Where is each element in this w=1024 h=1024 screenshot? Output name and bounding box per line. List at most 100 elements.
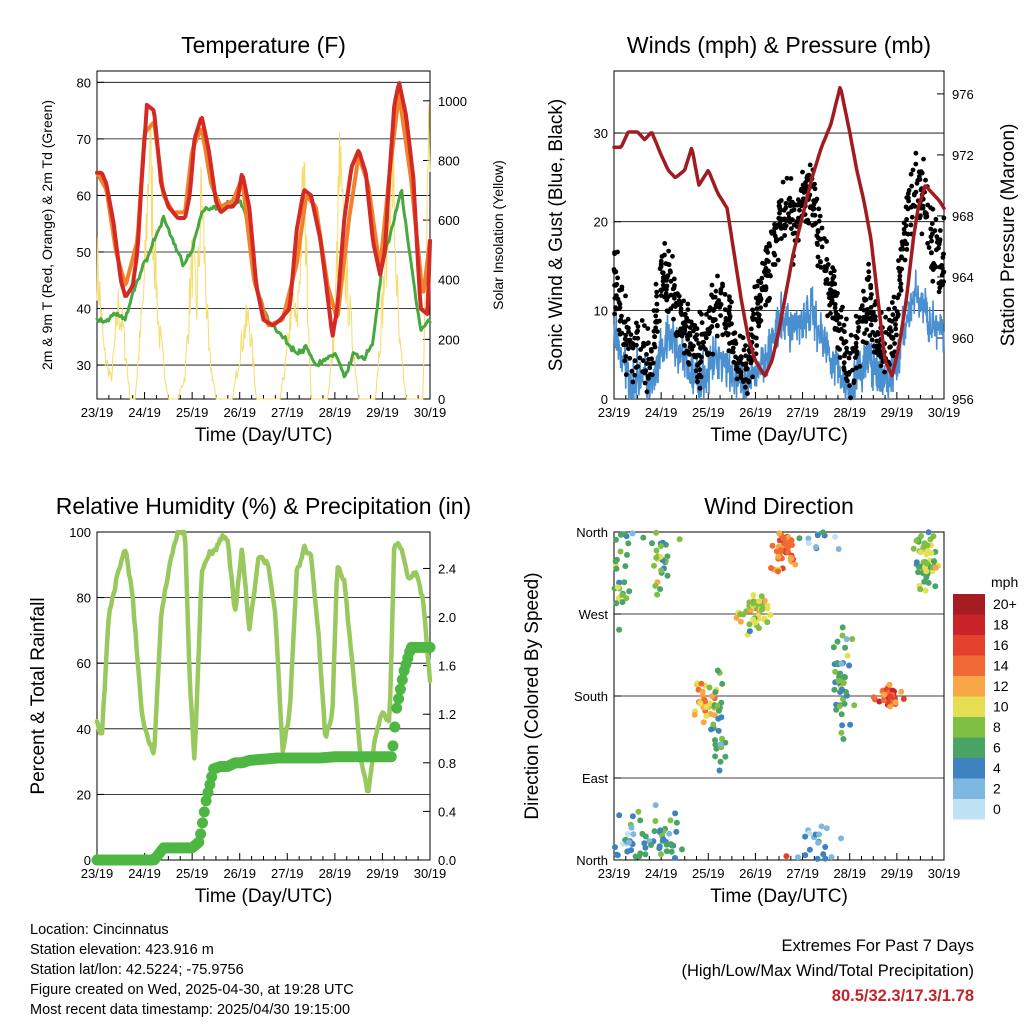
- gust-point: [790, 231, 796, 237]
- gust-point: [824, 257, 830, 262]
- direction-point: [843, 636, 850, 643]
- gust-point: [866, 269, 872, 275]
- gust-point: [898, 246, 904, 252]
- y2-tick-label: 600: [438, 213, 460, 228]
- gust-point: [895, 295, 900, 301]
- humidity-line: [94, 529, 433, 794]
- gust-point: [891, 294, 897, 300]
- direction-point: [832, 668, 839, 675]
- gust-point: [644, 361, 650, 366]
- direction-point: [624, 848, 631, 855]
- gust-point: [853, 333, 858, 339]
- gust-point: [666, 248, 671, 254]
- gust-point: [836, 321, 842, 327]
- gust-point: [905, 191, 911, 197]
- direction-point: [624, 551, 630, 558]
- direction-point: [806, 830, 813, 837]
- gust-point: [722, 307, 728, 312]
- gust-point: [631, 342, 637, 348]
- gust-point: [724, 322, 729, 328]
- gust-point: [699, 320, 705, 326]
- gust-point: [635, 324, 641, 329]
- gust-point: [868, 295, 873, 301]
- direction-point: [708, 726, 715, 733]
- direction-point: [835, 677, 842, 684]
- gust-point: [784, 175, 790, 181]
- gust-point: [640, 369, 645, 375]
- direction-point: [656, 843, 663, 850]
- gust-point: [710, 351, 716, 357]
- direction-point: [831, 686, 838, 693]
- gust-point: [870, 329, 876, 335]
- gust-point: [740, 379, 746, 384]
- gust-point: [746, 379, 752, 385]
- direction-point: [830, 644, 837, 651]
- direction-point: [769, 542, 776, 549]
- chart-title: Relative Humidity (%) & Precipitation (i…: [56, 493, 471, 519]
- direction-point: [780, 535, 787, 542]
- x-tick-label: 27/19: [786, 405, 819, 420]
- direction-point: [613, 565, 620, 572]
- gust-point: [868, 285, 874, 291]
- gust-point: [853, 340, 859, 346]
- direction-point: [613, 536, 619, 543]
- x-tick-label: 25/19: [692, 405, 725, 420]
- direction-point: [658, 567, 665, 574]
- legend-swatch: [953, 676, 985, 697]
- gust-point: [818, 265, 824, 270]
- y2-tick-label: 800: [438, 153, 460, 168]
- direction-point: [822, 855, 829, 862]
- direction-point: [703, 703, 710, 710]
- direction-point: [835, 546, 842, 552]
- gust-point: [894, 332, 899, 338]
- x-tick-label: 28/19: [833, 866, 866, 881]
- direction-point: [636, 853, 643, 860]
- direction-point: [802, 852, 809, 859]
- gust-point: [760, 260, 765, 266]
- direction-point: [714, 702, 721, 709]
- gust-point: [740, 361, 746, 367]
- direction-point: [886, 681, 893, 688]
- direction-point: [768, 565, 774, 571]
- direction-tick-label: East: [582, 771, 608, 786]
- direction-point: [673, 828, 680, 835]
- y2-axis-label: Solar Insolation (Yellow): [490, 160, 506, 310]
- legend-swatch: [953, 614, 985, 635]
- chart-title: Wind Direction: [704, 493, 854, 519]
- gust-point: [654, 308, 660, 313]
- gust-point: [901, 226, 907, 232]
- x-tick-label: 26/19: [739, 866, 772, 881]
- rainfall-point: [394, 683, 406, 695]
- y-tick-label: 20: [77, 787, 91, 802]
- gust-point: [718, 313, 723, 318]
- direction-point: [652, 818, 659, 824]
- direction-point: [676, 536, 683, 543]
- gust-point: [658, 264, 664, 269]
- gust-point: [648, 361, 653, 367]
- legend-label: 18: [993, 617, 1009, 633]
- x-tick-label: 24/19: [128, 866, 161, 881]
- gust-point: [815, 254, 821, 260]
- gust-point: [754, 306, 760, 311]
- legend-label: 2: [993, 781, 1001, 797]
- gust-point: [913, 150, 919, 156]
- gust-point: [750, 307, 755, 313]
- direction-point: [703, 712, 710, 719]
- gust-point: [871, 349, 877, 355]
- gust-point: [868, 305, 874, 310]
- direction-point: [838, 711, 845, 718]
- gust-point: [698, 354, 704, 360]
- gust-point: [617, 305, 623, 311]
- gust-point: [858, 306, 864, 312]
- x-tick-label: 29/19: [366, 405, 399, 420]
- gust-point: [837, 355, 843, 360]
- x-tick-label: 23/19: [598, 405, 631, 420]
- solar-insolation-line: [96, 104, 431, 400]
- gust-point: [902, 238, 908, 244]
- gust-point: [832, 315, 838, 321]
- gust-point: [618, 317, 624, 323]
- direction-point: [881, 691, 888, 698]
- gust-point: [707, 305, 713, 311]
- gust-point: [791, 207, 797, 213]
- gust-point: [644, 389, 650, 395]
